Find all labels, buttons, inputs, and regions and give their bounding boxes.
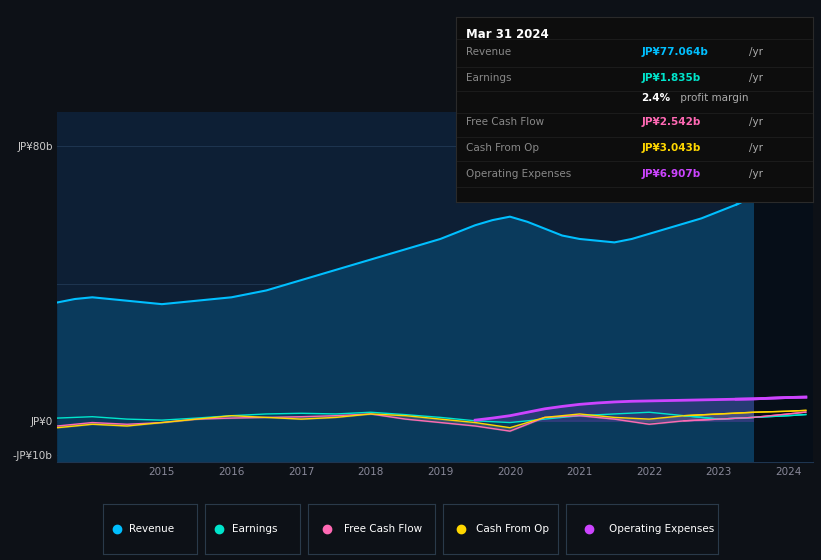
Text: Operating Expenses: Operating Expenses [609,524,714,534]
Text: JP¥3.043b: JP¥3.043b [641,143,701,153]
Text: Cash From Op: Cash From Op [475,524,548,534]
Text: JP¥1.835b: JP¥1.835b [641,73,700,83]
Text: /yr: /yr [749,117,763,127]
Text: JP¥77.064b: JP¥77.064b [641,47,709,57]
Text: /yr: /yr [749,143,763,153]
Text: Operating Expenses: Operating Expenses [466,169,571,179]
Text: JP¥2.542b: JP¥2.542b [641,117,701,127]
Text: /yr: /yr [749,73,763,83]
Bar [754,112,813,462]
Text: Free Cash Flow: Free Cash Flow [343,524,422,534]
Text: JP¥6.907b: JP¥6.907b [641,169,700,179]
Text: Earnings: Earnings [232,524,277,534]
Text: 2.4%: 2.4% [641,93,671,103]
Text: Mar 31 2024: Mar 31 2024 [466,28,549,41]
Text: Free Cash Flow: Free Cash Flow [466,117,544,127]
Text: Revenue: Revenue [129,524,174,534]
Text: profit margin: profit margin [677,93,749,103]
Text: Revenue: Revenue [466,47,511,57]
Text: /yr: /yr [749,169,763,179]
Text: Cash From Op: Cash From Op [466,143,539,153]
Text: /yr: /yr [749,47,763,57]
Text: Earnings: Earnings [466,73,511,83]
